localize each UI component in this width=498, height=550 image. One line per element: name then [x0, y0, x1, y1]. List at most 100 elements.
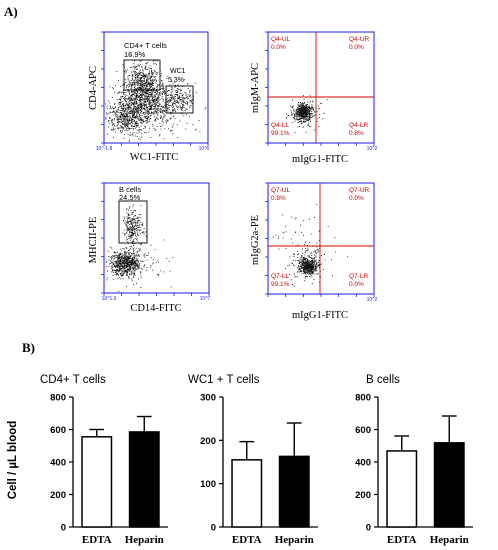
event-dot — [143, 228, 145, 229]
event-dot — [301, 266, 302, 268]
event-dot — [300, 109, 302, 111]
event-dot — [140, 244, 141, 245]
event-dot — [105, 261, 107, 263]
event-dot — [142, 81, 144, 82]
event-dot — [123, 261, 125, 263]
event-dot — [140, 86, 142, 88]
event-dot — [183, 107, 185, 108]
event-dot — [295, 119, 297, 121]
chart-title: B cells — [366, 374, 400, 386]
event-dot — [150, 108, 151, 110]
event-dot — [131, 258, 133, 260]
event-dot — [186, 103, 188, 105]
event-dot — [147, 95, 149, 97]
event-dot — [143, 116, 145, 118]
event-dot — [120, 110, 122, 111]
event-dot — [122, 115, 124, 117]
event-dot — [179, 92, 181, 94]
event-dot — [148, 79, 150, 80]
event-dot — [133, 268, 134, 270]
event-dot — [146, 77, 148, 79]
event-dot — [111, 266, 113, 268]
event-dot — [167, 101, 168, 103]
event-dot — [142, 119, 144, 121]
event-dot — [305, 118, 307, 120]
event-dot — [147, 75, 149, 77]
event-dot — [169, 101, 171, 102]
event-dot — [145, 68, 146, 70]
event-dot — [129, 102, 131, 104]
event-dot — [123, 260, 125, 262]
event-dot — [142, 93, 144, 95]
event-dot — [151, 77, 152, 78]
event-dot — [186, 95, 188, 97]
event-dot — [299, 109, 301, 111]
event-dot — [127, 121, 129, 123]
event-dot — [120, 105, 122, 107]
event-dot — [151, 91, 153, 93]
event-dot — [159, 92, 160, 94]
event-dot — [180, 106, 182, 108]
event-dot — [141, 99, 143, 101]
event-dot — [139, 274, 141, 276]
event-dot — [174, 98, 176, 100]
event-dot — [167, 76, 169, 77]
bar-heparin — [433, 442, 465, 528]
event-dot — [137, 227, 138, 229]
event-dot — [114, 252, 116, 253]
event-dot — [131, 110, 132, 112]
event-dot — [141, 72, 143, 74]
event-dot — [120, 264, 122, 266]
event-dot — [138, 250, 140, 252]
event-dot — [112, 262, 114, 264]
event-dot — [138, 96, 140, 98]
event-dot — [147, 92, 149, 94]
event-dot — [141, 119, 143, 121]
event-dot — [160, 270, 162, 272]
event-dot — [135, 94, 137, 95]
event-dot — [315, 252, 317, 254]
event-dot — [152, 97, 154, 99]
event-dot — [121, 267, 122, 269]
event-dot — [305, 268, 307, 269]
event-dot — [111, 258, 112, 260]
event-dot — [139, 116, 140, 118]
event-dot — [144, 264, 146, 266]
event-dot — [126, 260, 128, 262]
event-dot — [127, 214, 129, 215]
event-dot — [138, 113, 140, 115]
event-dot — [305, 113, 307, 114]
event-dot — [309, 112, 311, 114]
event-dot — [123, 220, 125, 222]
event-dot — [132, 135, 134, 137]
event-dot — [304, 258, 306, 259]
event-dot — [308, 264, 310, 265]
event-dot — [156, 108, 158, 110]
event-dot — [317, 251, 319, 253]
event-dot — [151, 72, 153, 74]
event-dot — [312, 270, 314, 272]
event-dot — [303, 109, 305, 110]
event-dot — [146, 91, 148, 93]
event-dot — [129, 207, 131, 209]
event-dot — [285, 231, 287, 233]
event-dot — [138, 225, 140, 227]
event-dot — [150, 266, 152, 268]
event-dot — [133, 258, 135, 260]
event-dot — [126, 270, 128, 271]
event-dot — [181, 113, 183, 115]
event-dot — [118, 253, 120, 255]
event-dot — [303, 102, 305, 104]
event-dot — [144, 74, 146, 76]
event-dot — [113, 264, 115, 266]
event-dot — [189, 105, 191, 107]
event-dot — [127, 127, 129, 129]
event-dot — [133, 126, 135, 127]
event-dot — [315, 267, 317, 269]
event-dot — [130, 88, 132, 89]
event-dot — [151, 92, 153, 93]
event-dot — [300, 105, 302, 107]
event-dot — [315, 260, 317, 262]
event-dot — [134, 90, 136, 92]
event-dot — [291, 107, 293, 108]
